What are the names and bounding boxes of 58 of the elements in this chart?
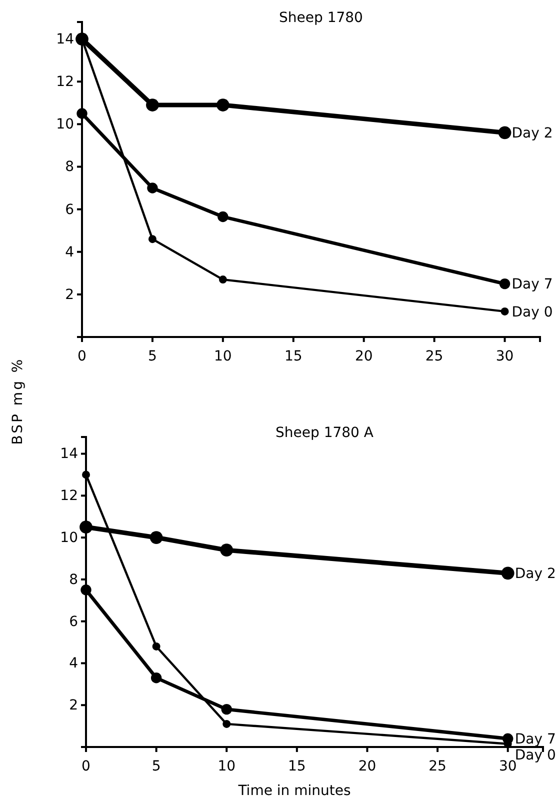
y-tick-label: 10 <box>60 530 78 546</box>
series-label: Day 2 <box>512 126 553 142</box>
point <box>152 642 160 650</box>
series-label: Day 0 <box>514 748 556 764</box>
series-label: Day 7 <box>514 732 556 748</box>
x-tick-label: 30 <box>496 348 514 364</box>
x-axis-title: Time in minutes <box>237 783 351 799</box>
x-tick-label: 25 <box>428 758 446 774</box>
x-tick-label: 15 <box>284 348 302 364</box>
point <box>80 584 92 596</box>
x-tick-label: 0 <box>78 348 86 364</box>
chart-title: Sheep 1780 A <box>276 425 374 441</box>
y-tick-label: 2 <box>69 698 78 714</box>
point <box>76 108 88 119</box>
x-tick-label: 25 <box>425 348 444 364</box>
x-tick-label: 5 <box>148 348 157 364</box>
series-label: Day 2 <box>514 566 556 582</box>
x-tick-label: 10 <box>218 758 236 774</box>
point <box>500 307 509 316</box>
y-tick-label: 6 <box>69 614 78 630</box>
y-tick-label: 8 <box>69 572 78 588</box>
y-tick-label: 10 <box>56 116 74 133</box>
x-tick-label: 15 <box>288 758 306 774</box>
point <box>146 98 159 112</box>
point <box>216 98 230 112</box>
point <box>501 566 514 580</box>
y-tick-label: 12 <box>56 74 74 90</box>
point <box>147 182 158 194</box>
y-tick-label: 2 <box>65 286 74 303</box>
y-tick-label: 14 <box>60 446 78 462</box>
point <box>82 470 90 479</box>
x-tick-label: 20 <box>354 348 373 364</box>
point <box>498 126 512 140</box>
x-tick-label: 10 <box>214 348 232 364</box>
y-tick-label: 4 <box>65 244 74 260</box>
y-axis-title: BSP mg % <box>10 357 26 445</box>
y-tick-label: 6 <box>65 202 74 218</box>
y-tick-label: 8 <box>65 159 74 176</box>
point <box>148 235 156 244</box>
point <box>80 520 92 534</box>
y-tick-label: 14 <box>56 32 74 48</box>
point <box>499 278 510 290</box>
point <box>218 211 228 222</box>
point <box>218 276 227 284</box>
x-tick-label: 5 <box>152 758 161 774</box>
point <box>222 720 231 728</box>
point <box>221 704 232 715</box>
point <box>220 544 234 557</box>
point <box>150 672 162 684</box>
y-tick-label: 4 <box>69 656 78 672</box>
point <box>150 531 163 544</box>
y-tick-label: 12 <box>60 488 78 504</box>
x-tick-label: 0 <box>82 758 90 774</box>
x-tick-label: 20 <box>358 758 376 774</box>
series-label: Day 0 <box>512 304 553 320</box>
series-label: Day 7 <box>512 276 553 293</box>
chart-title: Sheep 1780 <box>279 10 363 26</box>
x-tick-label: 30 <box>498 758 517 774</box>
